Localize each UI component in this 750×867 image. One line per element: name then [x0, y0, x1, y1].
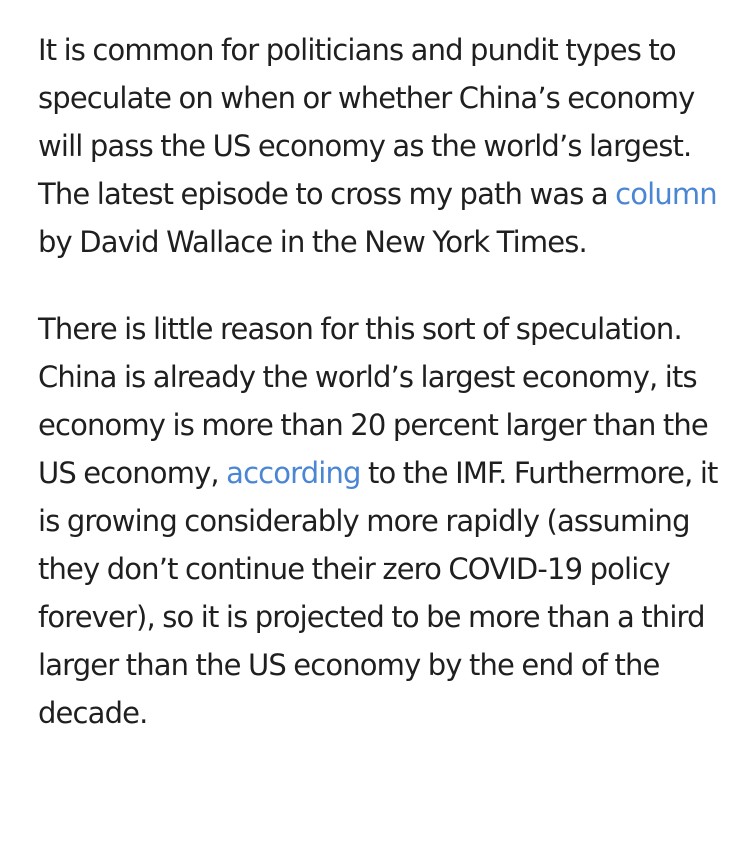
paragraph-2: There is little reason for this sort of … [38, 305, 718, 737]
article-body: It is common for politicians and pundit … [38, 26, 718, 737]
according-link[interactable]: according [226, 456, 361, 490]
paragraph-1-text-start: It is common for politicians and pundit … [38, 33, 695, 211]
paragraph-2-text-end: to the IMF. Furthermore, it is growing c… [38, 456, 718, 730]
paragraph-1: It is common for politicians and pundit … [38, 26, 718, 266]
paragraph-1-text-end: by David Wallace in the New York Times. [38, 225, 588, 259]
column-link[interactable]: column [615, 177, 718, 211]
paragraph-2-text-start: There is little reason for this sort of … [38, 312, 709, 490]
